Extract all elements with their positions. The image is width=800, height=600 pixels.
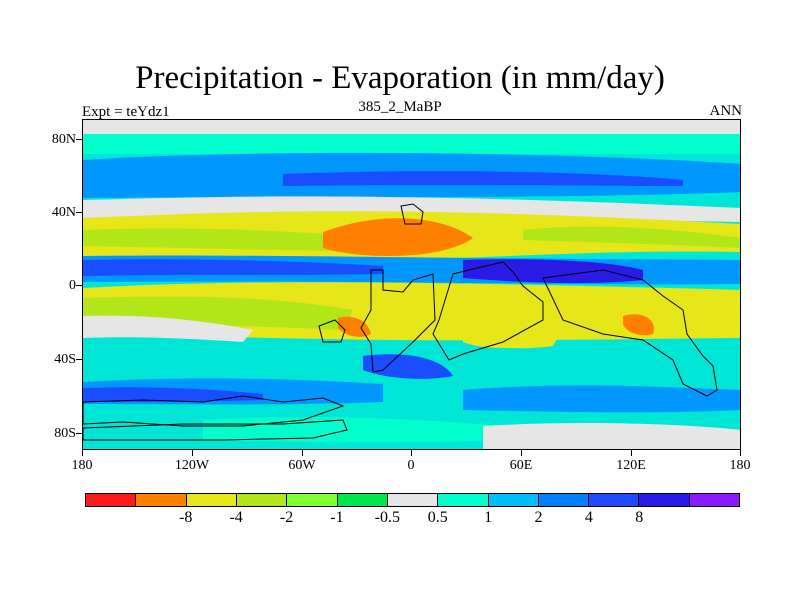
lat-tickmark [76,433,82,434]
lat-tick-label: 40S [54,352,76,367]
colorbar-swatch [387,494,439,506]
lon-tick-label: 180 [71,458,93,473]
lon-tick-label: 0 [407,458,415,473]
colorbar-label: 8 [635,509,644,526]
colorbar [85,493,740,507]
colorbar-swatch [689,494,740,506]
lat-tick-label: 0 [69,278,76,293]
lat-tick-label: 80S [54,426,76,441]
colorbar-label: -1 [330,509,344,526]
lon-tick-label: 120W [174,458,210,473]
lon-tick-label: 60W [288,458,316,473]
colorbar-swatch [337,494,388,506]
lon-tickmark [82,450,83,456]
colorbar-swatch [488,494,539,506]
map-plot [82,119,741,450]
colorbar-swatch [639,494,690,506]
experiment-label: Expt = teYdz1 [82,104,170,120]
colorbar-label: 2 [534,509,543,526]
contour-map [83,120,740,449]
colorbar-label: 4 [584,509,593,526]
season-label: ANN [709,103,743,119]
lat-tickmark [76,212,82,213]
lat-tickmark [76,285,82,286]
colorbar-label: -0.5 [374,509,400,526]
lat-tick-label: 80N [51,132,76,147]
lon-tickmark [411,450,412,456]
lat-tickmark [76,359,82,360]
period-label: 385_2_MaBP [358,99,442,115]
lon-tickmark [521,450,522,456]
lon-tickmark [631,450,632,456]
colorbar-swatch [236,494,288,506]
lon-tick-label: 120E [616,458,646,473]
colorbar-swatch [287,494,338,506]
map-title: Precipitation - Evaporation (in mm/day) [135,60,665,96]
lon-tick-label: 180 [729,458,751,473]
colorbar-label: -2 [279,509,294,526]
lon-tickmark [192,450,193,456]
colorbar-swatch [589,494,640,506]
colorbar-swatch [86,494,137,506]
colorbar-swatch [186,494,237,506]
colorbar-swatch [136,494,187,506]
colorbar-swatch [438,494,489,506]
colorbar-label: -4 [229,509,243,526]
lon-tickmark [740,450,741,456]
colorbar-label: -8 [179,509,193,526]
colorbar-swatch [538,494,590,506]
lon-tick-label: 60E [509,458,533,473]
lat-tick-label: 40N [51,205,76,220]
colorbar-label: 1 [484,509,493,526]
lat-tickmark [76,139,82,140]
lon-tickmark [302,450,303,456]
colorbar-label: 0.5 [427,509,448,526]
